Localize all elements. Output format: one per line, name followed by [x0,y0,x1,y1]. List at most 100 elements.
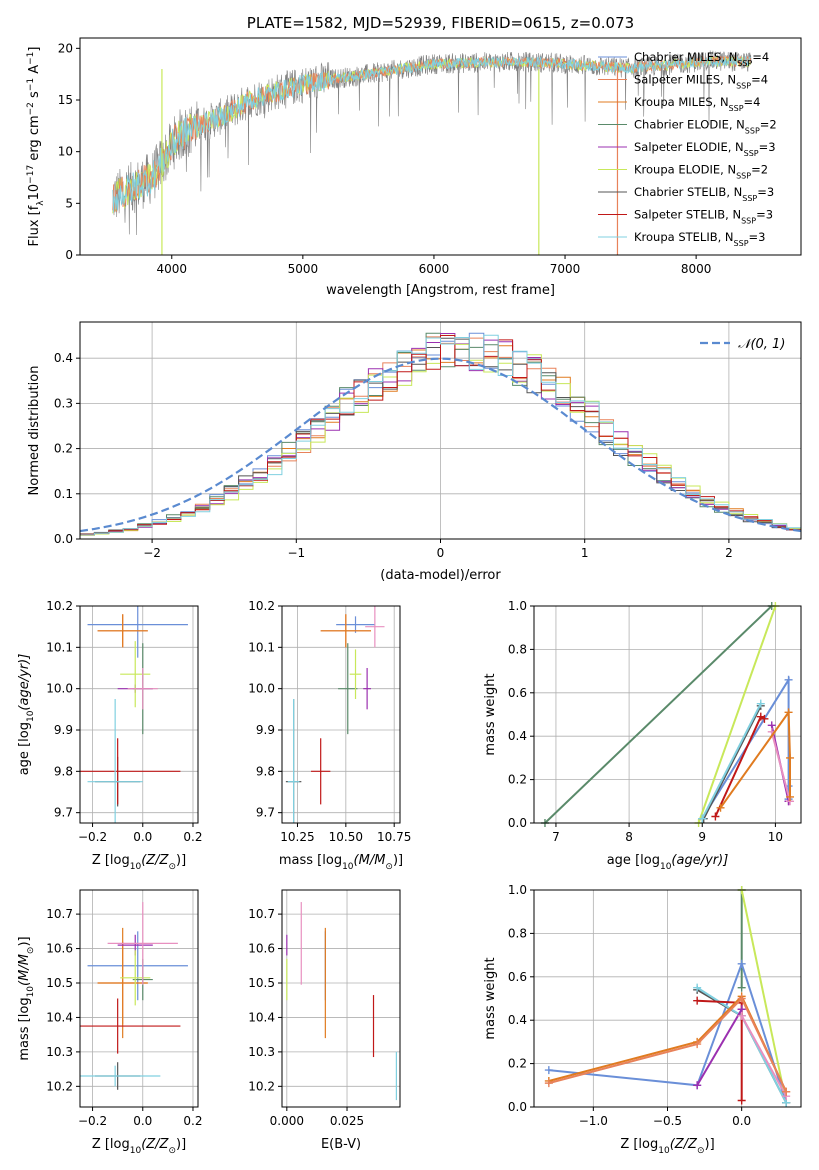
label-part: −17 [26,165,36,184]
weight-point-marker [737,983,746,992]
legend-value: =4 [752,50,769,64]
legend-entry: Salpeter MILES, NSSP=4 [634,73,768,91]
label-part: −1 [26,78,36,91]
y-tick-label: 10.2 [248,1079,275,1093]
weight-series-line [697,606,777,823]
weight-point-marker [737,994,746,1003]
label-part: (age/yr)] [17,654,32,711]
weight-point-marker [737,959,746,968]
x-tick-label: 2 [725,546,733,560]
legend-sub: SSP [729,104,744,113]
legend-sub: SSP [736,81,751,90]
y-tick-label: 10.1 [248,640,275,654]
weight-point-marker [786,792,795,801]
label-part: 10 [658,1146,670,1156]
y-tick-label: 10.5 [248,976,275,990]
x-tick-label: 4000 [156,262,187,276]
label-part: 10 [342,862,354,872]
legend-entry: Chabrier ELODIE, NSSP=2 [634,118,777,136]
y-tick-label: 0.2 [508,773,527,787]
y-axis-label: mass weight [483,673,498,755]
weight-point-marker [693,1081,702,1090]
weight-series-line [697,999,743,1101]
chart-mass_vs_Z: −0.2 0.0 0.2 10.2 10.3 10.4 10.5 10.6 10.7 Z [log… [17,889,203,1156]
legend-label: Chabrier MILES, N [634,50,737,64]
y-tick-label: 10.6 [248,942,275,956]
x-tick-label: 10 [768,830,783,844]
weight-point-marker [716,803,725,812]
x-tick-label: 0.000 [270,1114,304,1128]
weight-point-marker [784,675,793,684]
y-axis-label: Flux [fλ10−17 erg cm−2 s−1 A−1] [26,47,46,247]
label-part: )] [176,1137,186,1152]
weight-point-marker [756,699,765,708]
y-tick-label: 0.8 [508,926,527,940]
legend-entry: 𝒩(0, 1) [738,337,785,352]
label-part: )] [176,853,186,868]
y-tick-label: 0.1 [54,487,73,501]
chart-title: PLATE=1582, MJD=52939, FIBERID=0615, z=0… [247,14,634,32]
x-axis-label: (data-model)/error [380,568,501,583]
y-tick-label: 0.6 [508,970,527,984]
weight-series-line [719,709,791,809]
legend-sub: SSP [734,239,749,248]
weight-series-line [544,606,773,823]
y-axis-label-group: Flux [fλ10−17 erg cm−2 s−1 A−1] [26,47,46,247]
chart-age_vs_mass: 10.25 10.50 10.75 9.7 9.8 9.9 10.0 10.1 10.2 mass… [248,599,411,872]
label-part: ⊙ [168,862,176,872]
x-axis-label: E(B-V) [321,1137,361,1152]
y-tick-label: 10.7 [248,907,275,921]
label-part: 10 [27,184,42,201]
legend-label: Chabrier STELIB, N [634,185,742,199]
chart-spectrum: 4000 5000 6000 7000 8000 0 5 10 15 20 PLATE=1582, … [26,14,802,298]
label-part: 10 [26,986,36,998]
y-tick-label: 9.9 [54,723,73,737]
label-part: erg cm [27,115,42,164]
legend-sub: SSP [741,216,756,225]
legend-sub: SSP [737,59,752,68]
y-tick-label: 10 [58,145,73,159]
x-tick-label: 0 [437,546,445,560]
weight-point-marker [760,714,769,723]
weight-point-marker [544,1079,553,1088]
spectrum-data-line [112,50,752,236]
y-tick-label: 0.6 [508,686,527,700]
legend-value: =4 [744,95,761,109]
y-tick-label: 10.2 [46,599,73,613]
x-tick-label: 10.75 [377,830,411,844]
x-tick-label: 9 [698,830,706,844]
weight-point-marker [737,1011,746,1020]
label-part: )] [705,1137,715,1152]
legend-value: =3 [756,208,773,222]
weight-series-line [740,1015,788,1097]
y-tick-label: 10.7 [46,907,73,921]
label-part: 10 [660,862,672,872]
legend-label: Chabrier ELODIE, N [634,118,745,132]
axes-frame [281,605,401,824]
y-tick-label: 5 [65,196,73,210]
weight-point-marker [784,708,793,717]
label-part: (Z/Z [670,1137,698,1152]
y-tick-label: 10.3 [46,1045,73,1059]
x-tick-label: 7000 [550,262,581,276]
y-tick-label: 10.1 [46,640,73,654]
x-tick-label: 8000 [681,262,712,276]
label-part: ⊙ [168,1146,176,1156]
y-tick-label: 1.0 [508,883,527,897]
legend-sub: SSP [742,194,757,203]
legend-entry: Salpeter STELIB, NSSP=3 [634,208,773,226]
x-tick-label: 7 [552,830,560,844]
axes-frame [281,889,401,1108]
y-tick-label: 10.4 [46,1010,73,1024]
x-axis-label: mass [log10(M/M⊙)] [279,853,403,872]
legend-sub: SSP [744,149,759,158]
y-tick-label: 10.2 [248,599,275,613]
weight-point-marker [544,1066,553,1075]
chart-age_vs_Z: −0.2 0.0 0.29.79.89.910.010.110.2Z [log10(… [17,599,203,872]
label-part: −1 [26,52,36,65]
y-tick-label: 0 [65,248,73,262]
x-axis-label: Z [log10(Z/Z⊙)] [92,853,186,872]
chart-mass_vs_ebv: 0.000 0.025 10.2 10.3 10.4 10.5 10.6 10.7 E(B-V) [248,889,401,1152]
label-part: λ [36,200,46,206]
